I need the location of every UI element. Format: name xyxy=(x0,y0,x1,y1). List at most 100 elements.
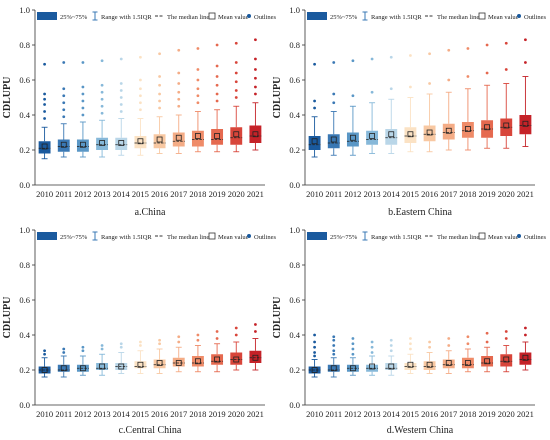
box-2016 xyxy=(153,52,166,154)
outlier-point xyxy=(100,344,104,347)
outlier-point xyxy=(254,92,257,96)
outlier-point xyxy=(100,97,104,101)
box-2011 xyxy=(57,61,70,158)
mean-marker xyxy=(407,131,414,138)
legend-mean-label: Mean value xyxy=(488,234,519,241)
outlier-point xyxy=(158,92,161,96)
iqr-box xyxy=(519,352,532,365)
outlier-point xyxy=(139,87,142,91)
x-tick-label: 2015 xyxy=(402,409,419,419)
box-2017 xyxy=(442,48,455,151)
outlier-point xyxy=(100,59,104,63)
mean-marker xyxy=(350,134,356,141)
y-tick-label: 0.6 xyxy=(19,75,30,85)
x-tick-label: 2020 xyxy=(228,189,245,199)
legend-whisker-label: Range with 1.5IQR xyxy=(101,14,152,21)
outlier-point xyxy=(196,94,200,98)
box-2019 xyxy=(211,43,224,153)
outlier-point xyxy=(234,96,238,99)
outlier-point xyxy=(351,337,355,340)
outlier-point xyxy=(81,106,85,110)
outlier-point xyxy=(196,101,200,105)
legend-box-swatch xyxy=(307,12,327,20)
x-tick-label: 2013 xyxy=(94,409,111,419)
box-2012 xyxy=(346,59,359,156)
x-tick-label: 2012 xyxy=(344,189,361,199)
iqr-box xyxy=(134,361,147,369)
outlier-point xyxy=(485,331,489,335)
outlier-point xyxy=(254,38,257,42)
mean-marker xyxy=(503,356,510,363)
outlier-point xyxy=(254,68,257,71)
outlier-point xyxy=(313,354,316,358)
x-tick-label: 2018 xyxy=(459,409,476,419)
outlier-point xyxy=(504,337,508,340)
legend-median-label: The median line xyxy=(437,234,479,241)
outlier-point xyxy=(81,61,85,64)
outlier-point xyxy=(158,338,161,342)
y-tick-label: 0.4 xyxy=(289,330,300,340)
iqr-box xyxy=(442,123,455,140)
box-2011 xyxy=(57,347,70,378)
box-2013 xyxy=(96,59,109,158)
y-tick-label: 0.8 xyxy=(289,40,300,50)
outlier-point xyxy=(332,335,336,339)
outlier-point xyxy=(254,85,257,89)
box-2012 xyxy=(76,345,89,376)
outlier-point xyxy=(409,347,412,351)
mean-marker xyxy=(330,136,337,143)
box-2018 xyxy=(461,47,474,151)
y-tick-label: 0.0 xyxy=(19,400,30,410)
outlier-point xyxy=(62,347,66,351)
box-2016 xyxy=(423,340,436,374)
box-2021 xyxy=(249,323,262,371)
outlier-point xyxy=(254,57,257,61)
outlier-point xyxy=(139,94,142,98)
x-tick-label: 2014 xyxy=(113,409,131,419)
x-tick-label: 2018 xyxy=(189,189,206,199)
box-2013 xyxy=(96,344,109,376)
outlier-point xyxy=(43,117,46,120)
legend-whisker-label: Range with 1.5IQR xyxy=(101,234,152,241)
mean-marker xyxy=(465,360,471,366)
outlier-point xyxy=(62,101,66,105)
legend-outlier-label: Outlines xyxy=(524,234,546,241)
outlier-point xyxy=(234,333,238,337)
outlier-point xyxy=(389,55,393,59)
mean-marker xyxy=(137,361,144,368)
outlier-point xyxy=(351,94,355,98)
box-2020 xyxy=(500,41,513,149)
iqr-box xyxy=(461,122,474,138)
outlier-point xyxy=(215,75,219,78)
x-tick-label: 2014 xyxy=(383,189,401,199)
x-tick-label: 2010 xyxy=(306,409,323,419)
iqr-box xyxy=(211,129,224,145)
mean-marker xyxy=(388,131,395,138)
box-2015 xyxy=(404,54,417,153)
x-tick-label: 2011 xyxy=(325,189,342,199)
outlier-point xyxy=(177,335,181,339)
outlier-point xyxy=(215,330,219,333)
iqr-box xyxy=(249,350,262,363)
outlier-point xyxy=(370,345,374,349)
legend-mean-icon xyxy=(208,232,216,240)
iqr-box xyxy=(211,354,224,365)
outlier-point xyxy=(196,87,200,91)
x-tick-label: 2017 xyxy=(440,189,457,199)
iqr-box xyxy=(230,352,243,365)
x-tick-label: 2017 xyxy=(440,409,457,419)
mean-marker xyxy=(233,356,240,363)
outlier-point xyxy=(389,349,393,353)
outlier-point xyxy=(332,61,336,64)
legend-whisker-label: Range with 1.5IQR xyxy=(371,14,422,21)
x-tick-label: 2017 xyxy=(170,409,187,419)
box-2018 xyxy=(461,335,474,373)
x-tick-label: 2016 xyxy=(151,409,168,419)
outlier-point xyxy=(332,349,336,353)
outlier-point xyxy=(504,330,508,333)
outlier-point xyxy=(119,82,123,85)
legend-median-label: The median line xyxy=(437,14,479,21)
mean-marker xyxy=(99,363,105,370)
outlier-point xyxy=(466,335,470,339)
